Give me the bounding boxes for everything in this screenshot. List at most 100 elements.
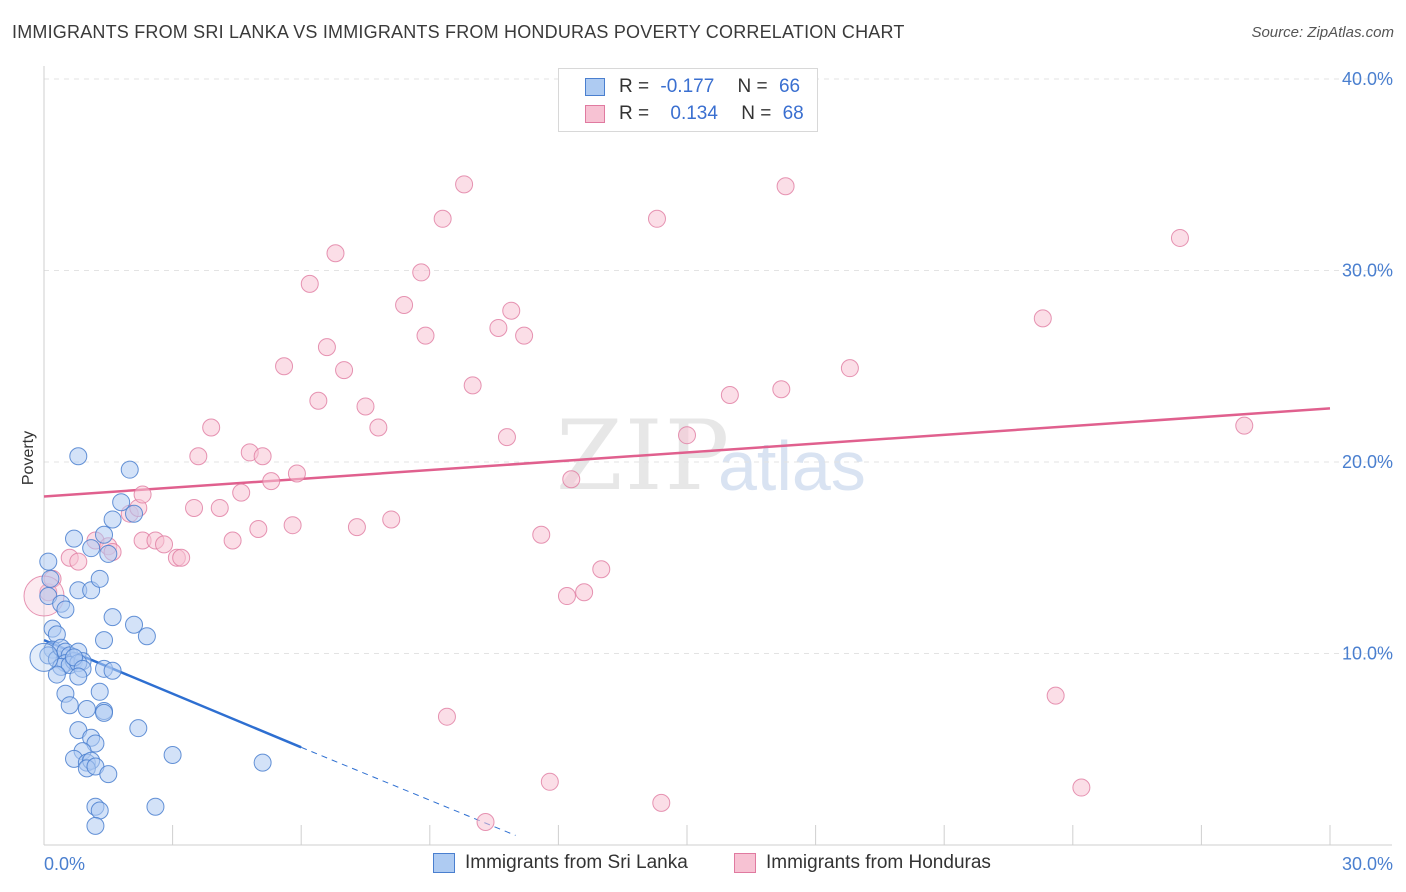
point-sri-lanka xyxy=(146,797,165,816)
point-honduras xyxy=(1235,416,1254,435)
point-honduras xyxy=(249,520,268,539)
point-honduras xyxy=(369,418,388,437)
series-legend-honduras[interactable]: Immigrants from Honduras xyxy=(734,852,991,874)
point-honduras xyxy=(575,583,594,602)
point-honduras xyxy=(253,447,272,466)
point-honduras xyxy=(326,244,345,263)
point-honduras xyxy=(502,301,521,320)
point-honduras xyxy=(395,295,414,314)
point-honduras xyxy=(720,385,739,404)
point-sri-lanka xyxy=(95,703,114,722)
series-legend-sri-lanka[interactable]: Immigrants from Sri Lanka xyxy=(433,852,688,874)
point-honduras xyxy=(455,175,474,194)
point-honduras xyxy=(515,326,534,345)
point-sri-lanka xyxy=(99,544,118,563)
point-honduras xyxy=(133,485,152,504)
point-sri-lanka xyxy=(137,627,156,646)
point-sri-lanka xyxy=(82,539,101,558)
point-honduras xyxy=(69,552,88,571)
point-honduras xyxy=(412,263,431,282)
point-sri-lanka xyxy=(69,447,88,466)
points-honduras xyxy=(23,175,1254,832)
legend-swatch-sri-lanka xyxy=(585,78,605,96)
y-axis-label: Poverty xyxy=(20,431,37,485)
point-honduras xyxy=(1046,686,1065,705)
axis-ticks: 10.0% 20.0% 30.0% 40.0% 0.0% 30.0% xyxy=(44,69,1393,874)
point-honduras xyxy=(210,498,229,517)
point-honduras xyxy=(317,338,336,357)
point-honduras xyxy=(532,525,551,544)
trend-line-honduras xyxy=(43,407,1331,498)
grid-lines xyxy=(44,78,1392,654)
point-sri-lanka xyxy=(86,816,105,835)
point-sri-lanka xyxy=(103,661,122,680)
legend-swatch-honduras xyxy=(585,105,605,123)
point-sri-lanka xyxy=(103,510,122,529)
legend-r-value: 0.134 xyxy=(670,103,718,124)
point-honduras xyxy=(416,326,435,345)
point-honduras xyxy=(652,793,671,812)
trend-line-honduras-solid xyxy=(43,407,1331,498)
point-sri-lanka xyxy=(90,682,109,701)
point-sri-lanka xyxy=(129,719,148,738)
legend-n-value: 66 xyxy=(778,76,801,97)
source-credit: Source: ZipAtlas.com xyxy=(1251,24,1394,41)
point-honduras xyxy=(433,209,452,228)
watermark-atlas: atlas xyxy=(718,427,866,505)
correlation-legend: R = -0.177 N = 66 R = 0.134 N = 68 xyxy=(558,68,818,132)
points-sri-lanka xyxy=(29,447,272,835)
point-honduras xyxy=(335,361,354,380)
point-sri-lanka xyxy=(47,665,66,684)
legend-n-value: 68 xyxy=(782,103,804,124)
point-sri-lanka xyxy=(60,696,79,715)
point-honduras xyxy=(1072,778,1091,797)
point-honduras xyxy=(223,531,242,550)
point-sri-lanka xyxy=(90,801,109,820)
series-swatch-honduras xyxy=(734,853,756,873)
point-sri-lanka xyxy=(103,608,122,627)
point-honduras xyxy=(262,472,281,491)
legend-r-value: -0.177 xyxy=(660,76,715,97)
point-honduras xyxy=(1033,309,1052,328)
series-label-honduras: Immigrants from Honduras xyxy=(766,852,991,873)
point-honduras xyxy=(540,772,559,791)
x-tick-label: 0.0% xyxy=(44,854,85,874)
y-tick-label: 10.0% xyxy=(1342,644,1393,664)
point-sri-lanka xyxy=(69,667,88,686)
point-honduras xyxy=(356,397,375,416)
point-sri-lanka xyxy=(41,569,60,588)
legend-r-label: R = xyxy=(619,76,650,97)
point-honduras xyxy=(382,510,401,529)
point-honduras xyxy=(463,376,482,395)
point-sri-lanka xyxy=(95,631,114,650)
y-tick-label: 40.0% xyxy=(1342,69,1393,89)
legend-n-label: N = xyxy=(741,103,772,124)
point-sri-lanka xyxy=(163,745,182,764)
point-sri-lanka xyxy=(120,460,139,479)
point-honduras xyxy=(275,357,294,376)
point-sri-lanka xyxy=(56,600,75,619)
trend-line-sri-lanka-dashed xyxy=(301,746,516,836)
point-honduras xyxy=(287,464,306,483)
point-honduras xyxy=(347,518,366,537)
point-honduras xyxy=(557,587,576,606)
point-honduras xyxy=(489,318,508,337)
point-honduras xyxy=(300,274,319,293)
chart-title: IMMIGRANTS FROM SRI LANKA VS IMMIGRANTS … xyxy=(12,22,905,42)
legend-r-label: R = xyxy=(619,103,650,124)
point-honduras xyxy=(678,426,696,445)
point-honduras xyxy=(562,470,581,489)
point-sri-lanka xyxy=(125,504,144,523)
point-honduras xyxy=(476,813,495,832)
point-honduras xyxy=(1170,228,1189,247)
point-honduras xyxy=(592,560,611,579)
point-honduras xyxy=(189,447,208,466)
point-honduras xyxy=(202,418,221,437)
point-honduras xyxy=(840,359,859,378)
series-label-sri-lanka: Immigrants from Sri Lanka xyxy=(465,852,688,873)
point-honduras xyxy=(309,391,328,410)
point-honduras xyxy=(437,707,456,726)
point-sri-lanka xyxy=(95,525,114,544)
point-sri-lanka xyxy=(39,552,58,571)
